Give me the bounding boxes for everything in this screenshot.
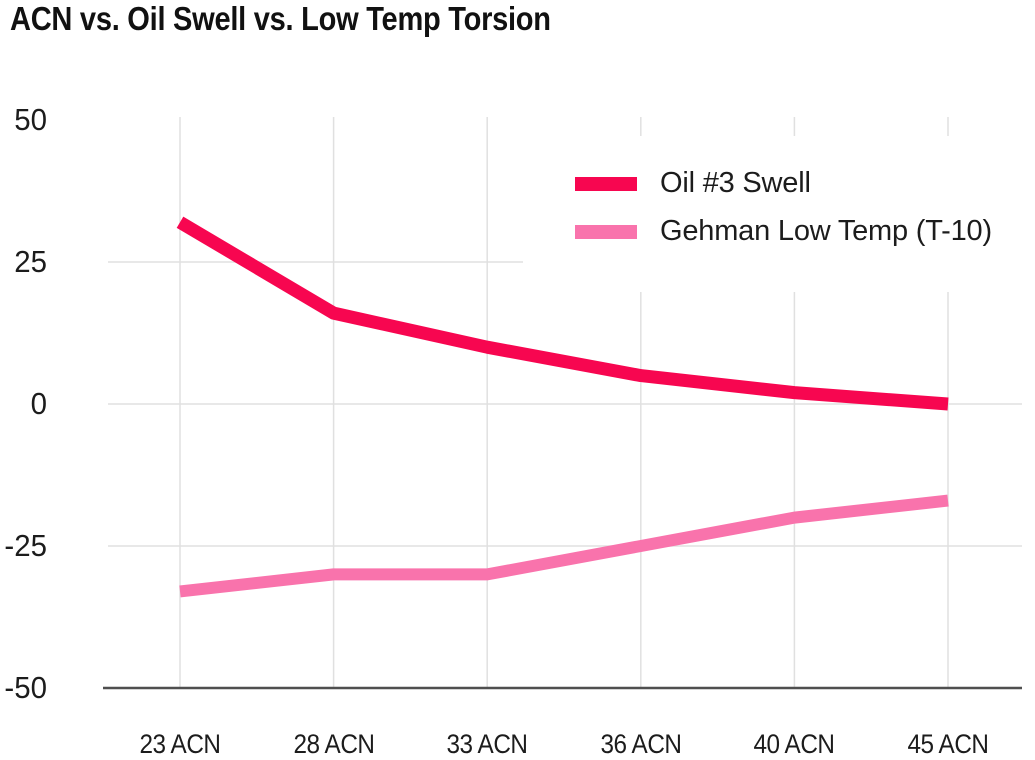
- x-tick-label: 40 ACN: [753, 729, 836, 759]
- series-line-gehman-low-temp-t-10: [179, 494, 949, 598]
- x-tick-label: 36 ACN: [600, 729, 682, 759]
- legend-label: Gehman Low Temp (T-10): [660, 215, 992, 247]
- x-tick-label: 33 ACN: [446, 729, 529, 759]
- legend-item: Oil #3 Swell: [575, 167, 811, 200]
- legend-item: Gehman Low Temp (T-10): [575, 215, 992, 248]
- series-line-oil-3-swell: [176, 216, 949, 411]
- y-tick-label: 25: [14, 244, 48, 279]
- legend: Oil #3 Swell Gehman Low Temp (T-10): [523, 136, 1035, 292]
- x-tick-label: 28 ACN: [293, 729, 375, 759]
- y-tick-label: -50: [4, 670, 47, 705]
- legend-swatch-icon: [575, 176, 637, 191]
- legend-swatch-icon: [575, 224, 637, 239]
- legend-label: Oil #3 Swell: [660, 167, 811, 199]
- y-tick-label: 50: [14, 102, 48, 137]
- y-tick-label: -25: [4, 528, 47, 563]
- chart-title: ACN vs. Oil Swell vs. Low Temp Torsion: [10, 0, 551, 37]
- y-tick-label: 0: [30, 386, 47, 421]
- x-tick-label: 23 ACN: [139, 729, 221, 759]
- x-tick-label: 45 ACN: [907, 729, 989, 759]
